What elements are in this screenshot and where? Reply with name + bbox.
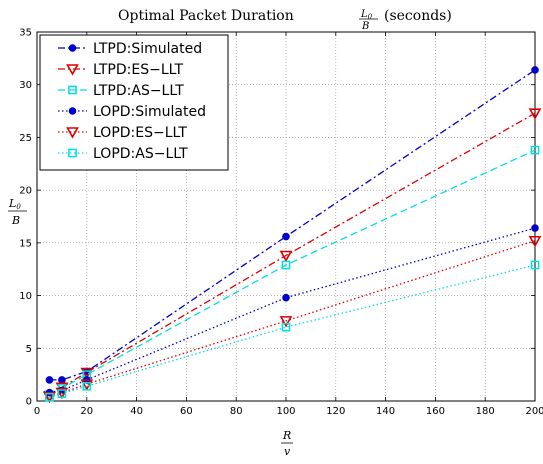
y-tick-label: 5 [26,344,32,355]
svg-text:B: B [361,21,369,32]
legend-entry: LOPD:ES−LLT [58,125,187,141]
data-point [281,260,291,270]
series-lines [43,66,542,404]
y-axis-label: L0 B [8,197,27,227]
legend-label: LOPD:ES−LLT [93,125,187,141]
legend-marker [66,127,79,139]
x-tick-label: 20 [80,406,93,417]
data-point [528,108,542,120]
svg-text:R: R [282,429,291,442]
series-line [49,240,536,398]
data-point [279,250,293,263]
data-point [43,391,56,404]
x-tick-label: 180 [476,406,495,417]
chart-title-unit: (seconds) [384,8,452,24]
data-point [55,387,69,400]
legend-entry: LTPD:Simulated [58,41,202,57]
data-point [80,379,94,391]
data-point [282,232,290,241]
legend-marker [66,64,79,76]
y-tick-label: 15 [19,238,32,249]
chart-title-fraction: L0 B [359,9,378,32]
chart-title: Optimal Packet Duration [118,8,294,24]
y-tick-label: 30 [19,80,32,91]
series-line [49,264,536,398]
x-axis-label: R v [281,429,293,458]
data-point [58,376,66,384]
legend-marker [68,44,77,52]
data-point [45,392,54,402]
legend-label: LOPD:Simulated [93,104,206,120]
y-tick-label: 0 [26,397,32,408]
data-point [82,381,92,391]
series-6 [45,260,540,402]
legend-box [39,34,229,171]
svg-text:L0: L0 [360,9,373,21]
x-tick-label: 160 [426,406,445,417]
x-tick-label: 100 [276,406,295,417]
data-point [531,66,539,74]
legend-entry: LOPD:Simulated [58,104,206,120]
x-tick-label: 40 [130,406,143,417]
series-line [49,112,536,397]
legend-marker [68,107,77,115]
svg-text:B: B [11,214,20,227]
data-point [57,389,67,398]
y-tick-label: 35 [19,28,32,39]
axis-ticks: 0 20 40 60 80 100 120 140 160 180 200 0 5 10 15 20 25 30 3… [19,28,543,418]
x-tick-label: 0 [34,406,40,417]
series-line [49,69,536,381]
x-tick-label: 140 [376,406,395,417]
x-tick-label: 120 [326,406,345,417]
legend-marker [68,148,77,158]
x-tick-label: 80 [230,406,243,417]
data-point [530,260,540,270]
series-4 [45,224,539,397]
legend-entry: LOPD:AS−LLT [58,146,188,162]
svg-text:L0: L0 [8,197,21,211]
svg-text:v: v [284,445,291,458]
legend-entry: LTPD:AS−LLT [58,83,184,99]
series-line [49,149,536,396]
data-point [282,293,290,302]
legend: LTPD:Simulated LTPD:ES−LLT LTPD:AS−LLT LOPD… [39,34,229,171]
legend-label: LTPD:ES−LLT [93,62,183,78]
legend-label: LTPD:AS−LLT [93,83,184,99]
data-point [279,316,293,328]
data-point [281,322,291,332]
data-point [531,224,539,232]
legend-label: LOPD:AS−LLT [93,146,188,162]
data-point [528,235,542,248]
data-point [530,145,540,155]
x-tick-label: 60 [180,406,193,417]
y-tick-label: 25 [19,133,32,144]
legend-marker [68,85,77,95]
x-tick-label: 200 [525,406,543,417]
series-line [49,227,536,394]
series-3 [45,145,540,400]
y-tick-label: 10 [19,291,32,302]
data-point [45,376,54,384]
legend-label: LTPD:Simulated [93,41,202,57]
y-tick-label: 20 [19,186,32,197]
legend-entry: LTPD:ES−LLT [58,62,183,78]
